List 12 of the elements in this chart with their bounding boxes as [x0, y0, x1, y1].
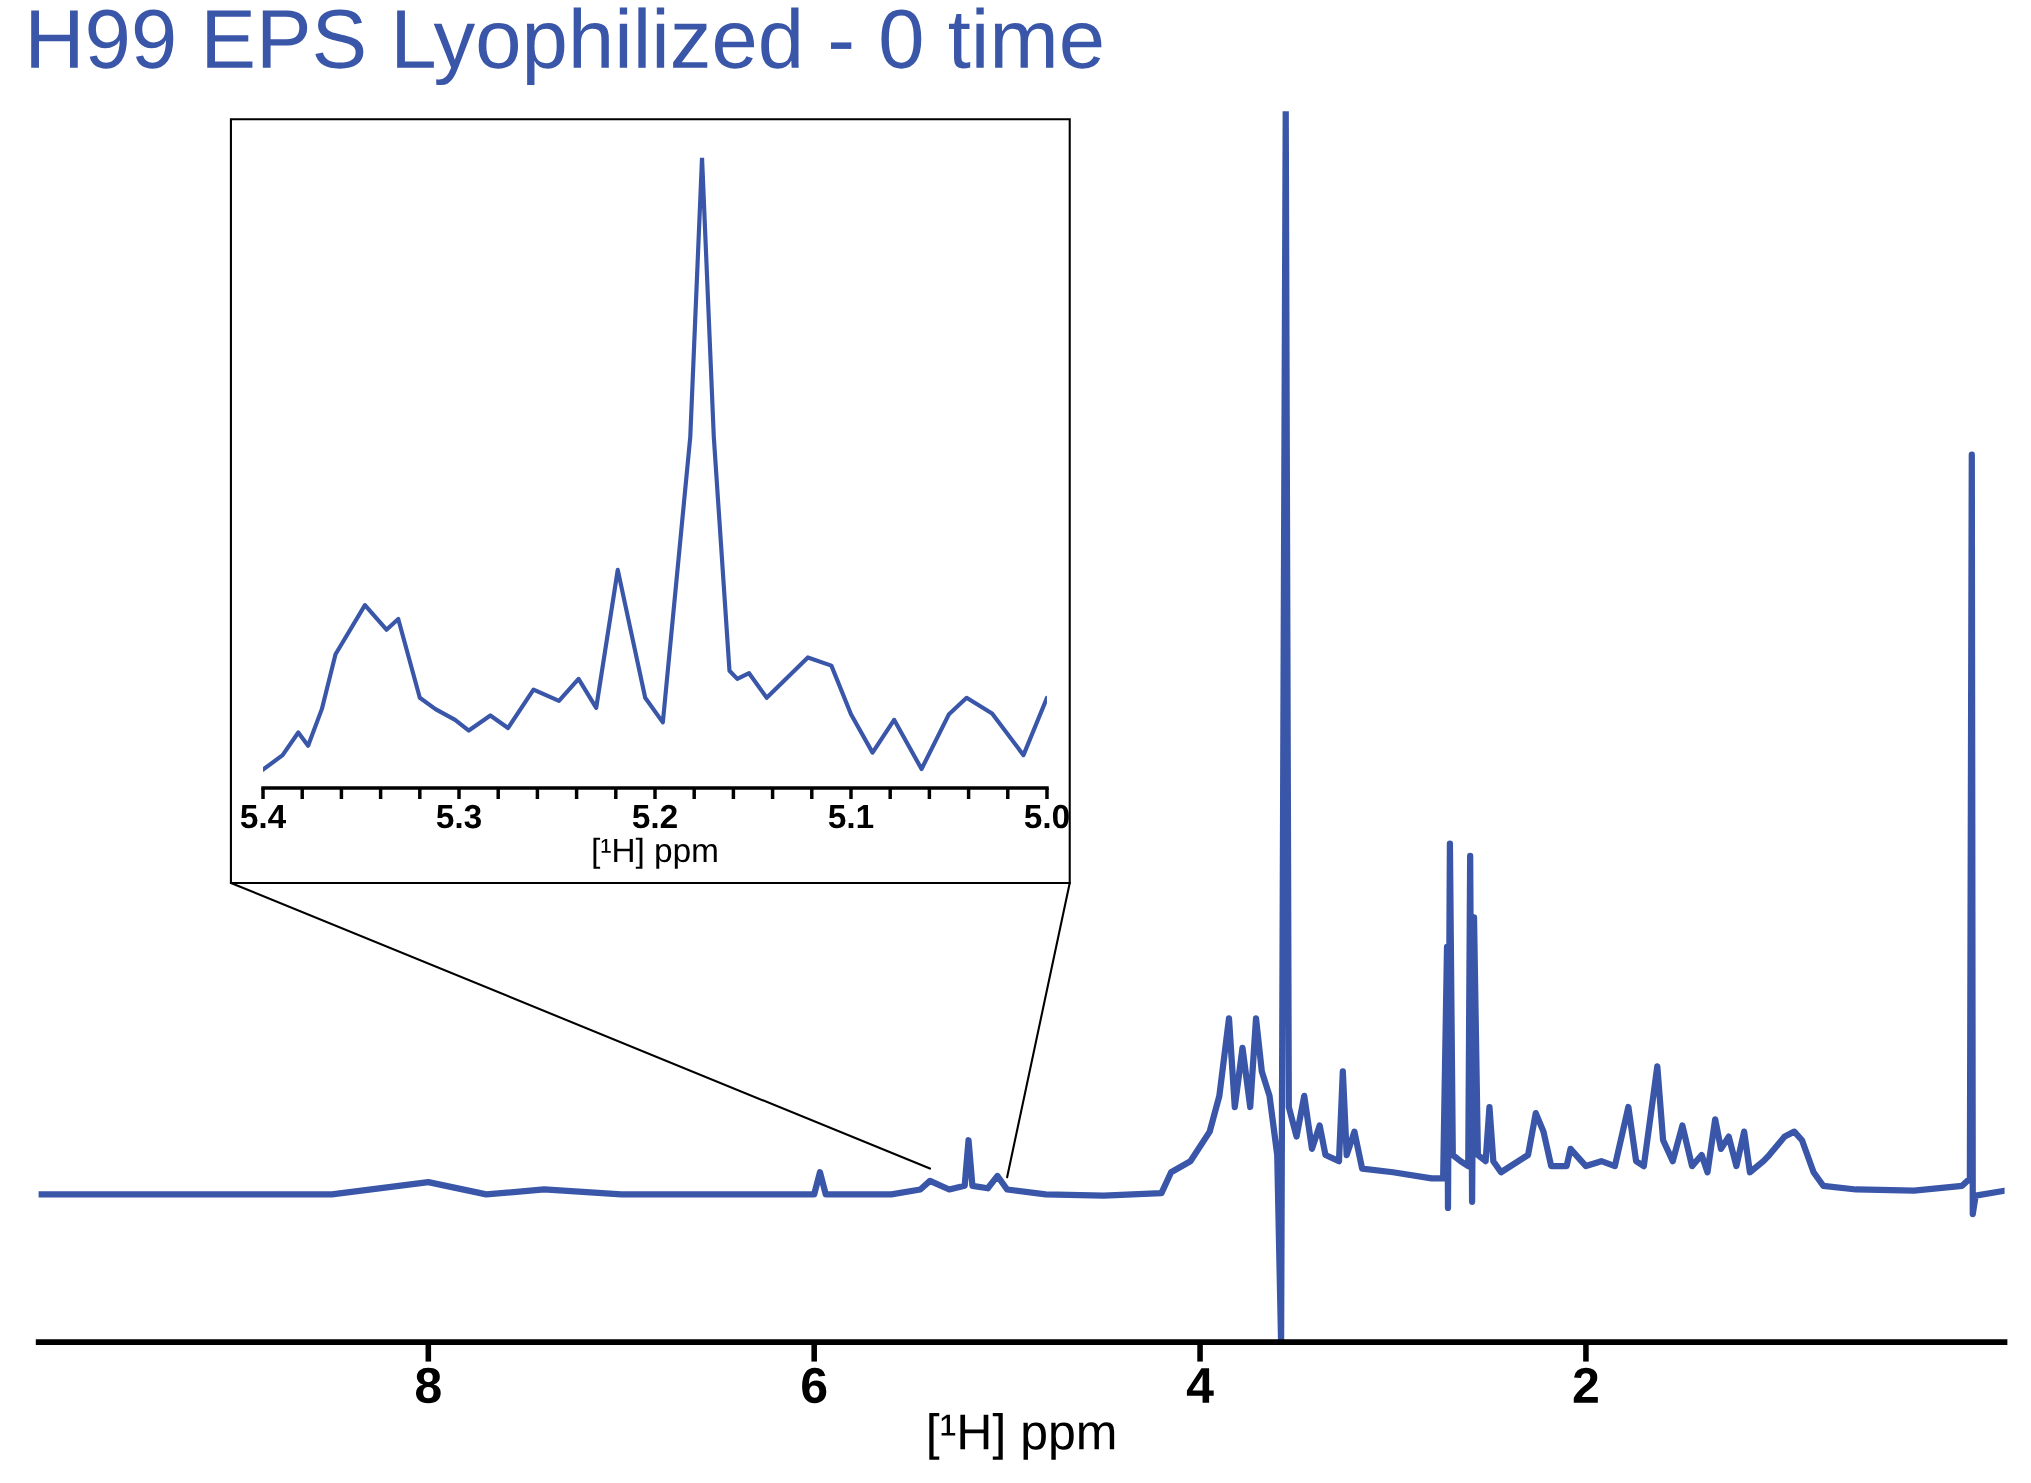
x-tick-label: 5.3 [436, 804, 481, 829]
x-tick-label: 8 [416, 1367, 441, 1404]
x-tick-label: 5.2 [632, 804, 677, 829]
x-tick-label: 5.4 [240, 805, 287, 829]
x-axis-title: [¹H] ppm [929, 1413, 1115, 1460]
x-tick-label: 6 [802, 1367, 827, 1404]
x-tick-label: 2 [1573, 1367, 1598, 1403]
x-tick-label: 5.0 [1024, 804, 1069, 829]
x-tick-label: 4 [1186, 1368, 1214, 1403]
x-tick-label: 5.1 [828, 805, 874, 829]
chart-title: H99 EPS Lyophilized - 0 time [31, 7, 1102, 86]
x-axis-title: [¹H] ppm [593, 837, 717, 869]
